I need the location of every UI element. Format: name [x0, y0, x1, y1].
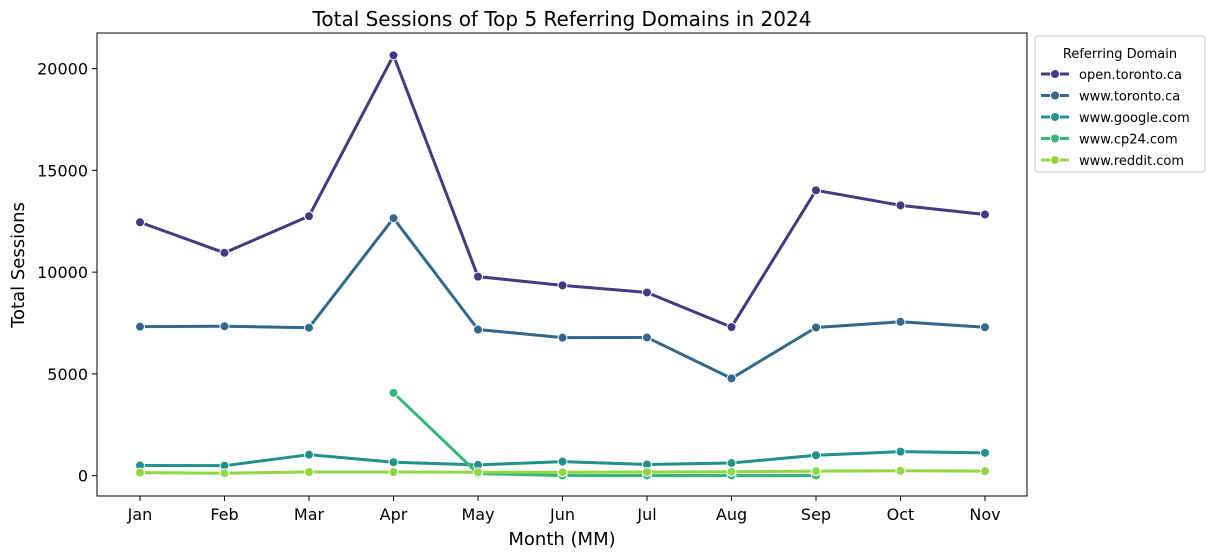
data-point: [304, 449, 314, 460]
data-point: [219, 468, 230, 479]
plot-frame: [96, 32, 1028, 497]
data-point: [304, 466, 314, 477]
x-tick-label: Jun: [549, 505, 575, 524]
data-point: [388, 50, 399, 61]
legend-box: [1034, 35, 1206, 173]
data-point: [304, 211, 314, 222]
series-www-cp24-com: [388, 387, 821, 481]
x-tick-label: Aug: [716, 505, 747, 524]
y-tick-label: 0: [78, 467, 88, 486]
legend-swatch-marker: [1050, 133, 1060, 144]
data-point: [304, 322, 314, 333]
y-tick-label: 5000: [47, 365, 88, 384]
data-point: [388, 457, 399, 468]
data-point: [895, 316, 906, 327]
data-point: [895, 446, 906, 457]
data-point: [811, 466, 821, 477]
data-point: [895, 200, 906, 211]
data-point: [135, 321, 145, 332]
plot-area: Jan Feb Mar Apr May Jun Jul Aug Sep Oct Nov 0 5000 10…: [37, 32, 1028, 524]
legend-entry-label: www.toronto.ca: [1079, 90, 1180, 105]
data-point: [895, 465, 906, 476]
data-point: [388, 466, 399, 477]
data-point: [388, 213, 399, 224]
data-point: [642, 287, 652, 298]
x-tick-label: Oct: [887, 505, 915, 524]
data-point: [473, 324, 483, 335]
series-www-google-com: [135, 446, 990, 471]
x-axis-label: Month (MM): [508, 529, 615, 550]
data-point: [388, 387, 399, 398]
data-point: [557, 467, 568, 478]
y-tick-label: 20000: [37, 60, 88, 79]
data-point: [726, 458, 737, 469]
x-tick-label: Apr: [380, 505, 408, 524]
x-tick-label: Mar: [294, 505, 325, 524]
legend-swatch-marker: [1050, 90, 1060, 101]
data-point: [219, 321, 230, 332]
data-point: [642, 332, 652, 343]
legend-swatch-marker: [1050, 112, 1060, 122]
legend-swatch-marker: [1050, 155, 1060, 165]
x-tick-label: Nov: [969, 505, 1000, 524]
series-www-toronto-ca: [135, 213, 990, 384]
data-point: [811, 450, 821, 461]
series-line: [138, 216, 987, 380]
data-point: [726, 373, 737, 384]
data-point: [980, 466, 990, 477]
x-tick-label: Jul: [636, 505, 656, 524]
data-point: [557, 332, 568, 343]
data-point: [473, 467, 483, 478]
data-point: [980, 447, 990, 458]
data-point: [811, 322, 821, 333]
y-axis-label: Total Sessions: [8, 202, 29, 329]
data-point: [726, 322, 737, 333]
data-point: [473, 271, 483, 282]
data-point: [980, 209, 990, 220]
x-tick-label: Feb: [210, 505, 238, 524]
y-tick-label: 15000: [37, 161, 88, 180]
series-open-toronto-ca: [135, 50, 990, 333]
data-point: [980, 322, 990, 333]
legend-entry-label: www.reddit.com: [1079, 154, 1184, 169]
series-line: [392, 391, 818, 477]
chart-title: Total Sessions of Top 5 Referring Domain…: [312, 7, 812, 31]
legend-title: Referring Domain: [1063, 47, 1177, 62]
legend-entry-label: open.toronto.ca: [1079, 68, 1182, 83]
data-point: [135, 217, 145, 228]
legend-swatch-marker: [1050, 69, 1060, 79]
x-tick-label: Sep: [801, 505, 831, 524]
legend-entry-label: www.google.com: [1079, 111, 1190, 126]
y-tick-label: 10000: [37, 263, 88, 282]
legend-entry-label: www.cp24.com: [1079, 133, 1178, 148]
data-point: [135, 467, 145, 478]
data-point: [642, 466, 652, 477]
series-www-reddit-com: [135, 465, 990, 479]
data-point: [219, 247, 230, 258]
data-point: [557, 456, 568, 467]
data-point: [557, 280, 568, 291]
x-tick-label: May: [461, 505, 494, 524]
legend: Referring Domain open.toronto.ca www.toron…: [1034, 35, 1206, 173]
x-tick-label: Jan: [127, 505, 153, 524]
data-point: [811, 185, 821, 196]
data-point: [726, 466, 737, 477]
